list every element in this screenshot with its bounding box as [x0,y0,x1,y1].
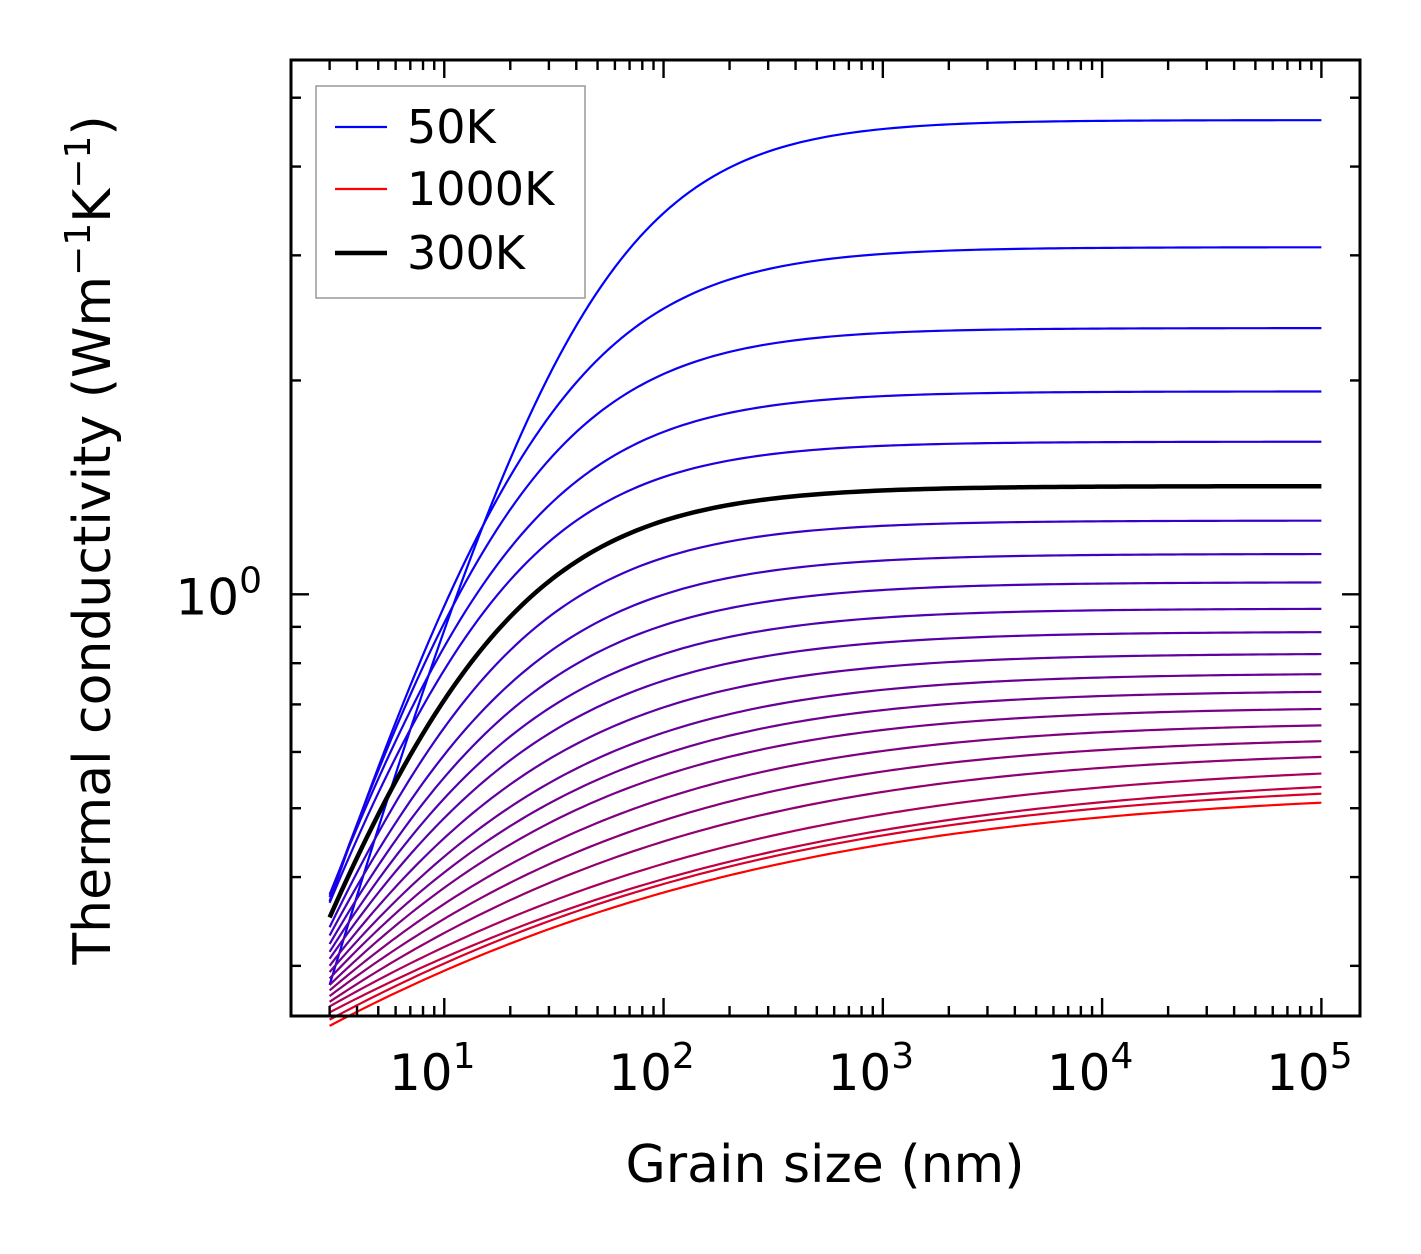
series-line-650k [328,673,1322,973]
series-line-100k [328,246,1322,902]
y-axis-label-end: ) [63,115,123,135]
series-line-450k [328,581,1322,945]
series-line-250k [328,440,1322,904]
y-axis-label-mid: K [63,187,123,223]
series-line-300k [327,483,1322,919]
y-axis-label-main: Thermal conductivity (Wm [63,276,123,966]
series-line-800k [328,724,1322,992]
series-line-550k [328,631,1322,960]
x-axis-label: Grain size (nm) [625,1135,1024,1195]
y-axis-label-sup1: −1 [58,223,99,276]
series-line-950k [329,772,1322,1008]
series-line-1000k [329,801,1322,1027]
series-line-50k [328,119,1322,986]
series-line-200k [328,390,1322,895]
series-line-700k [328,690,1322,980]
x-tick-label-10e5: 105 [1266,1036,1353,1102]
x-tick-label-10e4: 104 [1047,1036,1134,1102]
series-line-150k [328,327,1322,898]
x-tick-label-10e3: 103 [828,1036,915,1102]
series-line-1000k_a [329,785,1322,1014]
x-tick-label-10e2: 102 [608,1036,695,1102]
y-axis-label: Thermal conductivity (Wm−1K−1) [58,115,123,965]
series-line-750k [328,707,1322,986]
series-line-350k [328,519,1322,928]
legend-box [315,85,586,299]
plot-frame [289,58,1362,1018]
legend-label-300k: 300K [407,226,527,280]
series-line-500k [328,607,1322,953]
legend-label-50k: 50K [407,100,498,154]
legend: 50K 1000K 300K [315,85,586,299]
series-line-900k [329,755,1322,1003]
y-axis-label-sup2: −1 [58,136,99,189]
series-line-850k [328,740,1322,997]
y-tick-labels: 100 [175,560,262,626]
legend-label-1000k: 1000K [407,162,556,216]
y-tick-label-10e0: 100 [175,560,262,626]
series-line-1000k_b [329,792,1322,1021]
x-tick-labels: 101 102 103 104 105 [389,1036,1353,1102]
series-line-400k [328,552,1322,937]
series-line-600k [328,652,1322,967]
x-tick-label-10e1: 101 [389,1036,476,1102]
series-layer [327,119,1322,1027]
